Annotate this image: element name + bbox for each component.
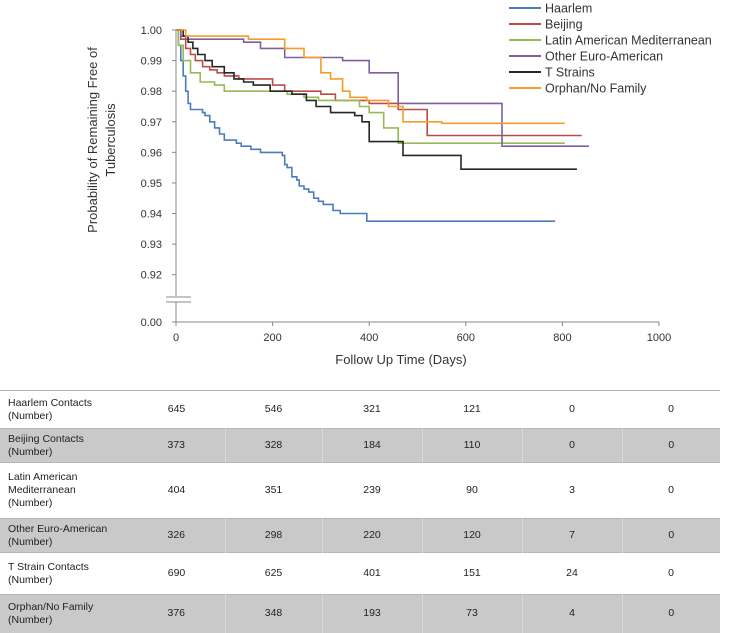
chart-axes: 0.00 0.92 0.93 0.94 0.95 0.96 0.97 0.98 0.99 1.00… — [141, 25, 672, 344]
table-cell: 110 — [421, 428, 522, 463]
row-label-line: Other Euro-American — [8, 522, 108, 535]
legend-label-other-euro-american: Other Euro-American — [545, 50, 663, 64]
row-label-line: Beijing Contacts — [8, 432, 84, 445]
row-label: Orphan/No Family (Number) — [0, 595, 128, 633]
x-tick-label: 200 — [263, 332, 281, 344]
table-cell: 4 — [521, 594, 622, 633]
table-cell: 0 — [569, 403, 575, 415]
chart-series — [176, 29, 589, 222]
table-cell: 376 — [167, 607, 186, 620]
table-cell: 120 — [421, 518, 522, 553]
y-tick-label: 0.95 — [141, 178, 162, 190]
legend-label-haarlem: Haarlem — [545, 2, 592, 16]
y-tick-label: 0.98 — [141, 86, 162, 98]
table-row: Orphan/No Family (Number) 376 348 193 73 4 0 — [0, 594, 720, 633]
table-cell: 0 — [668, 567, 674, 579]
legend-label-beijing: Beijing — [545, 18, 583, 32]
series-line-latin-american-mediterranean — [176, 29, 565, 144]
table-cell: 298 — [224, 518, 322, 553]
table-cell: 121 — [463, 403, 481, 415]
table-cell: 0 — [668, 403, 674, 415]
table-cell: 0 — [621, 518, 720, 553]
row-label: Beijing Contacts (Number) — [0, 429, 128, 463]
table-cell: 351 — [264, 484, 283, 496]
row-label: Latin American Mediterranean (Number) — [0, 463, 128, 519]
x-tick-label: 800 — [553, 332, 571, 344]
row-label-line: T Strain Contacts — [8, 560, 89, 573]
table-cell: 90 — [466, 484, 478, 496]
legend-label-latin-american-mediterranean: Latin American Mediterranean — [545, 34, 712, 48]
row-label-line: (Number) — [8, 497, 53, 509]
at-risk-table: Haarlem Contacts (Number) 645 546 321 121 0 0 Be… — [0, 390, 720, 633]
y-axis-title-line1: Probability of Remaining Free of — [85, 47, 100, 233]
y-axis-title-line2: Tuberculosis — [103, 103, 118, 177]
x-tick-label: 400 — [360, 332, 378, 344]
table-cell: 546 — [264, 403, 283, 415]
x-tick-label: 600 — [457, 332, 475, 344]
table-cell: 184 — [321, 428, 422, 463]
table-cell: 0 — [668, 484, 674, 496]
table-row: Other Euro-American (Number) 326 298 220 120 7… — [0, 518, 720, 553]
series-line-t-strains — [176, 29, 577, 170]
y-tick-label: 0.92 — [141, 270, 162, 282]
y-tick-label: 0.00 — [141, 317, 162, 329]
table-cell: 690 — [167, 567, 186, 579]
table-cell: 0 — [521, 428, 622, 463]
table-cell: 3 — [569, 484, 575, 496]
row-label-line: (Number) — [8, 445, 53, 458]
table-cell: 373 — [167, 439, 186, 451]
table-cell: 645 — [167, 403, 186, 415]
table-cell: 321 — [363, 403, 381, 415]
table-cell: 326 — [167, 529, 186, 541]
row-label-line: (Number) — [8, 535, 53, 548]
table-cell: 239 — [363, 484, 381, 496]
table-row: Haarlem Contacts (Number) 645 546 321 121 0 0 — [0, 390, 720, 429]
series-line-beijing — [176, 29, 582, 137]
table-cell: 404 — [167, 484, 186, 496]
row-label-line: (Number) — [8, 573, 53, 586]
table-row: Beijing Contacts (Number) 373 328 184 110 0 0 — [0, 428, 720, 463]
row-label-line: Mediterranean — [8, 484, 76, 496]
y-tick-label: 0.94 — [141, 209, 162, 221]
row-label-line: (Number) — [8, 409, 53, 422]
legend-label-orphan-no-family: Orphan/No Family — [545, 82, 647, 96]
row-label-line: Latin American — [8, 471, 78, 483]
table-cell: 328 — [224, 428, 322, 463]
table-cell: 24 — [566, 567, 578, 579]
table-cell: 0 — [621, 594, 720, 633]
table-cell: 73 — [421, 594, 522, 633]
row-label-line: Haarlem Contacts — [8, 396, 93, 409]
table-cell: 151 — [463, 567, 481, 579]
table-cell: 348 — [224, 594, 322, 633]
chart-legend: Haarlem Beijing Latin American Mediterrane… — [509, 2, 712, 96]
row-label-line: (Number) — [8, 613, 53, 626]
legend-label-t-strains: T Strains — [545, 66, 595, 80]
survival-chart: 0.00 0.92 0.93 0.94 0.95 0.96 0.97 0.98 0.99 1.00… — [85, 2, 712, 368]
y-tick-label: 0.96 — [141, 147, 162, 159]
y-tick-label: 0.97 — [141, 117, 162, 129]
table-cell: 220 — [321, 518, 422, 553]
table-cell: 7 — [521, 518, 622, 553]
row-label: Haarlem Contacts (Number) — [0, 391, 128, 429]
x-tick-label: 0 — [173, 332, 179, 344]
y-tick-label: 0.99 — [141, 56, 162, 68]
series-line-orphan-no-family — [176, 29, 565, 125]
row-label: Other Euro-American (Number) — [0, 519, 128, 553]
table-cell: 625 — [264, 567, 283, 579]
series-line-other-euro-american — [176, 29, 589, 147]
table-cell: 193 — [321, 594, 422, 633]
table-row: T Strain Contacts (Number) 690 625 401 151 24 0 — [0, 552, 720, 595]
y-tick-label: 1.00 — [141, 25, 162, 37]
row-label: T Strain Contacts (Number) — [0, 553, 128, 595]
table-cell: 0 — [621, 428, 720, 463]
row-label-line: Orphan/No Family — [8, 600, 94, 613]
x-tick-label: 1000 — [647, 332, 671, 344]
table-cell: 401 — [363, 567, 381, 579]
series-line-haarlem — [176, 29, 556, 222]
x-axis-title: Follow Up Time (Days) — [335, 352, 466, 367]
y-tick-label: 0.93 — [141, 239, 162, 251]
table-row: Latin American Mediterranean (Number) 404 35… — [0, 462, 720, 519]
